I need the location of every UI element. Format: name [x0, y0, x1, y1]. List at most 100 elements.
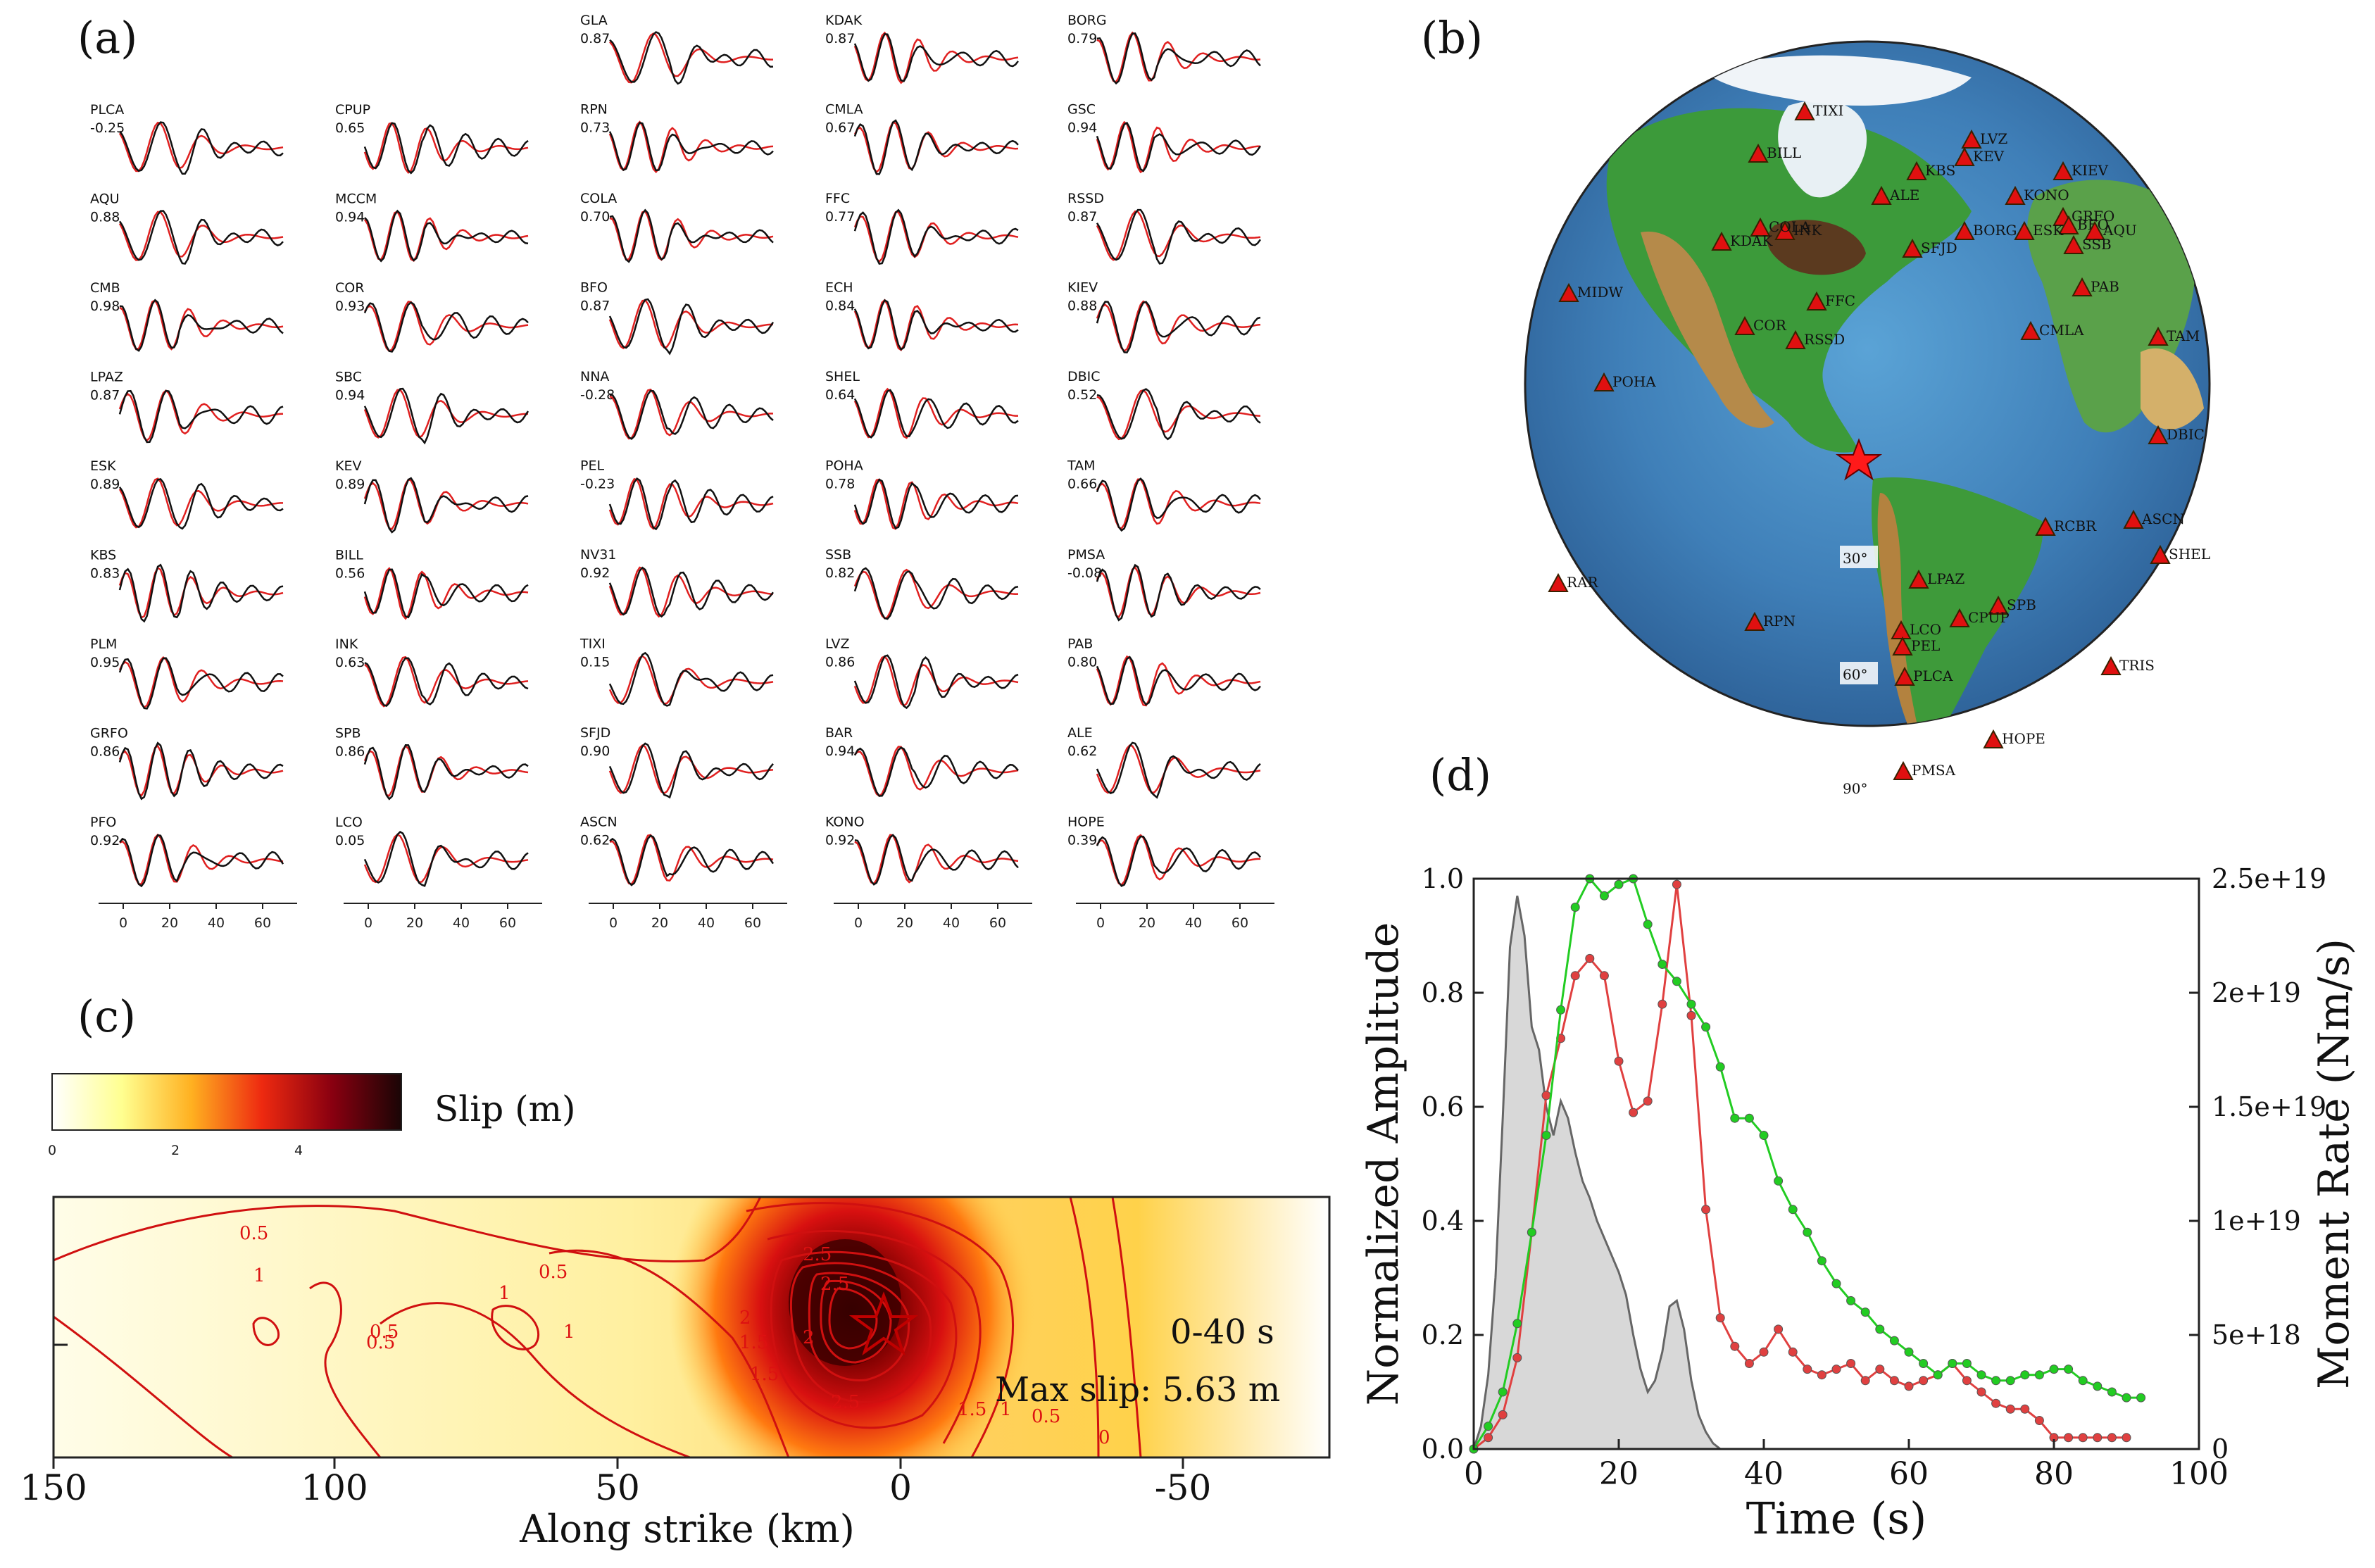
observed-trace [118, 657, 284, 710]
station-name: KBS [90, 548, 116, 563]
map-station-label: LVZ [1980, 130, 2007, 147]
map-station-label: BILL [1767, 144, 1801, 161]
green-stf-point [2064, 1365, 2074, 1374]
station-name: GSC [1067, 102, 1096, 118]
station-cc: 0.86 [335, 744, 365, 760]
red-stf-point [2093, 1433, 2103, 1443]
station-triangle-icon [1748, 143, 1769, 163]
contour-label: 0 [1098, 1427, 1110, 1448]
red-stf-point [1803, 1365, 1812, 1374]
synthetic-trace [1096, 834, 1260, 886]
contour-label: 1 [499, 1283, 510, 1304]
station-triangle-icon [1949, 608, 1970, 627]
observed-trace [363, 387, 529, 445]
station-name: KEV [335, 458, 361, 474]
synthetic-trace [853, 121, 1019, 174]
waveform-tick: 0 [854, 915, 863, 931]
station-triangle-icon [1774, 220, 1796, 240]
observed-trace [1096, 32, 1261, 85]
green-stf-point [1933, 1370, 1943, 1380]
lat-label-30: 30° [1843, 550, 1867, 567]
observed-trace [1096, 208, 1261, 265]
time-window: 0-40 s [1170, 1312, 1274, 1352]
observed-trace [118, 210, 284, 265]
red-stf-point [1715, 1313, 1725, 1323]
station-name: ALE [1067, 725, 1093, 741]
station-name: RPN [580, 102, 608, 118]
station-cc: -0.23 [580, 477, 615, 492]
observed-trace [853, 208, 1019, 265]
map-station-label: SFJD [1921, 239, 1957, 256]
station-triangle-icon [1954, 220, 1975, 240]
observed-trace [1096, 301, 1261, 353]
stf-y2-tick: 0 [2212, 1434, 2229, 1464]
synthetic-trace [853, 387, 1018, 439]
observed-trace [1096, 121, 1262, 173]
station-name: GRFO [90, 726, 128, 741]
along-strike-tick: 100 [301, 1467, 368, 1508]
station-name: PLM [90, 636, 117, 652]
synthetic-trace [853, 478, 1019, 530]
synthetic-trace [1096, 120, 1261, 174]
panel-c-label: (c) [77, 991, 136, 1042]
station-triangle-icon [1902, 238, 1923, 258]
contour-label: 1 [1000, 1399, 1012, 1420]
synthetic-trace [363, 389, 528, 439]
red-stf-point [1512, 1353, 1522, 1362]
station-cc: 0.92 [90, 833, 120, 848]
station-name: SPB [335, 726, 361, 741]
synthetic-trace [854, 746, 1019, 798]
station-name: COR [335, 280, 364, 296]
map-station-label: COLA [1769, 218, 1811, 235]
waveform-tick: 0 [364, 915, 372, 931]
station-triangle-icon [2014, 220, 2035, 240]
waveform-tick: 60 [744, 915, 761, 931]
colorbar-title: Slip (m) [434, 1089, 576, 1129]
lat-label-90: 90° [1843, 780, 1867, 797]
stf-frame [1472, 877, 2200, 1450]
synthetic-trace [609, 210, 774, 261]
station-name: INK [335, 636, 358, 652]
station-triangle-icon [1893, 760, 1914, 780]
station-triangle-icon [1548, 572, 1569, 592]
green-stf-point [1904, 1347, 1914, 1357]
observed-trace [364, 657, 529, 708]
observed-trace [118, 563, 284, 623]
stf-y2-tick: 1.5e+19 [2212, 1091, 2326, 1122]
observed-trace [118, 477, 284, 530]
red-stf-point [1846, 1359, 1856, 1368]
synthetic-trace [118, 211, 284, 261]
observed-trace [608, 651, 774, 707]
green-stf-point [1889, 1336, 1899, 1346]
station-cc: 0.79 [1067, 31, 1097, 46]
station-cc: 0.86 [90, 744, 120, 760]
red-stf-point [1629, 1108, 1638, 1117]
synthetic-trace [609, 32, 773, 84]
station-cc: 0.56 [335, 566, 365, 582]
green-stf-point [1512, 1319, 1522, 1329]
waveform-tick: 20 [896, 915, 913, 931]
contour-label: 2 [803, 1327, 815, 1348]
waveform-tick: 40 [208, 915, 225, 931]
station-triangle-icon [2058, 215, 2079, 234]
station-triangle-icon [2150, 544, 2171, 564]
observed-trace [853, 654, 1019, 710]
green-stf-point [1643, 920, 1653, 929]
waveform-tick: 0 [609, 915, 618, 931]
green-stf-point [2005, 1376, 2015, 1386]
map-station-label: KEV [1973, 148, 2005, 165]
observed-trace [609, 834, 775, 886]
station-cc: 0.05 [335, 833, 365, 848]
map-station-label: ALE [1889, 187, 1919, 203]
observed-trace [853, 119, 1019, 175]
green-stf-point [2136, 1393, 2146, 1403]
red-stf-point [1599, 971, 1609, 981]
synthetic-trace [608, 566, 774, 618]
red-stf-point [1860, 1376, 1870, 1386]
station-triangle-icon [1744, 611, 1765, 631]
green-stf-point [1788, 1205, 1798, 1215]
waveform-tick: 20 [161, 915, 178, 931]
stf-y2-tick: 5e+18 [2212, 1319, 2301, 1350]
stf-y-tick: 0.4 [1422, 1205, 1464, 1236]
green-stf-point [1658, 960, 1667, 969]
